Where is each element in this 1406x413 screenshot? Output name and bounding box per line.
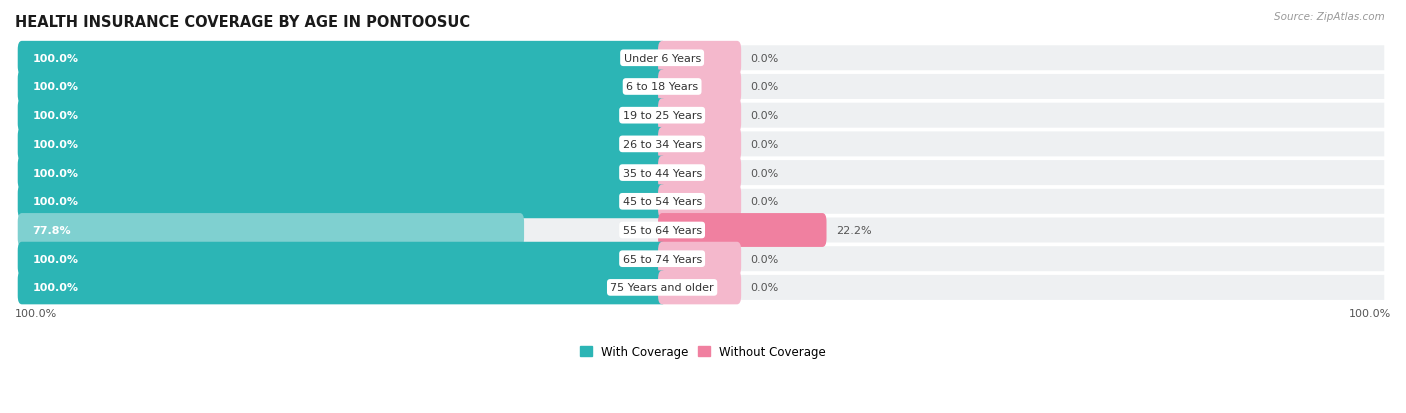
Text: 100.0%: 100.0% bbox=[32, 82, 79, 92]
FancyBboxPatch shape bbox=[658, 242, 741, 276]
Legend: With Coverage, Without Coverage: With Coverage, Without Coverage bbox=[575, 341, 831, 363]
Text: 26 to 34 Years: 26 to 34 Years bbox=[623, 140, 702, 150]
Text: 100.0%: 100.0% bbox=[32, 54, 79, 64]
Text: 0.0%: 0.0% bbox=[751, 197, 779, 207]
Text: 0.0%: 0.0% bbox=[751, 168, 779, 178]
FancyBboxPatch shape bbox=[658, 156, 741, 190]
Text: 55 to 64 Years: 55 to 64 Years bbox=[623, 225, 702, 235]
Text: 45 to 54 Years: 45 to 54 Years bbox=[623, 197, 702, 207]
Text: 35 to 44 Years: 35 to 44 Years bbox=[623, 168, 702, 178]
FancyBboxPatch shape bbox=[658, 185, 741, 219]
Text: 100.0%: 100.0% bbox=[32, 140, 79, 150]
Text: Under 6 Years: Under 6 Years bbox=[623, 54, 700, 64]
Text: 0.0%: 0.0% bbox=[751, 82, 779, 92]
FancyBboxPatch shape bbox=[21, 75, 1385, 100]
FancyBboxPatch shape bbox=[18, 185, 666, 219]
Text: 100.0%: 100.0% bbox=[32, 197, 79, 207]
FancyBboxPatch shape bbox=[18, 99, 666, 133]
Text: 65 to 74 Years: 65 to 74 Years bbox=[623, 254, 702, 264]
Text: 100.0%: 100.0% bbox=[32, 254, 79, 264]
FancyBboxPatch shape bbox=[18, 70, 666, 104]
FancyBboxPatch shape bbox=[658, 128, 741, 161]
FancyBboxPatch shape bbox=[18, 214, 524, 247]
Text: 100.0%: 100.0% bbox=[32, 168, 79, 178]
FancyBboxPatch shape bbox=[658, 99, 741, 133]
FancyBboxPatch shape bbox=[21, 218, 1385, 243]
FancyBboxPatch shape bbox=[21, 161, 1385, 185]
Text: 100.0%: 100.0% bbox=[1348, 309, 1391, 318]
FancyBboxPatch shape bbox=[21, 247, 1385, 271]
FancyBboxPatch shape bbox=[658, 214, 827, 247]
Text: 22.2%: 22.2% bbox=[837, 225, 872, 235]
Text: 6 to 18 Years: 6 to 18 Years bbox=[626, 82, 699, 92]
Text: 0.0%: 0.0% bbox=[751, 283, 779, 293]
FancyBboxPatch shape bbox=[18, 128, 666, 161]
FancyBboxPatch shape bbox=[658, 70, 741, 104]
FancyBboxPatch shape bbox=[21, 132, 1385, 157]
FancyBboxPatch shape bbox=[18, 42, 666, 76]
Text: 100.0%: 100.0% bbox=[15, 309, 58, 318]
FancyBboxPatch shape bbox=[658, 42, 741, 76]
FancyBboxPatch shape bbox=[658, 271, 741, 305]
FancyBboxPatch shape bbox=[21, 103, 1385, 128]
Text: 0.0%: 0.0% bbox=[751, 111, 779, 121]
FancyBboxPatch shape bbox=[21, 275, 1385, 300]
Text: HEALTH INSURANCE COVERAGE BY AGE IN PONTOOSUC: HEALTH INSURANCE COVERAGE BY AGE IN PONT… bbox=[15, 15, 470, 30]
Text: 0.0%: 0.0% bbox=[751, 254, 779, 264]
FancyBboxPatch shape bbox=[21, 46, 1385, 71]
Text: 100.0%: 100.0% bbox=[32, 111, 79, 121]
FancyBboxPatch shape bbox=[18, 156, 666, 190]
Text: 0.0%: 0.0% bbox=[751, 140, 779, 150]
Text: 19 to 25 Years: 19 to 25 Years bbox=[623, 111, 702, 121]
Text: 100.0%: 100.0% bbox=[32, 283, 79, 293]
FancyBboxPatch shape bbox=[21, 189, 1385, 214]
Text: 75 Years and older: 75 Years and older bbox=[610, 283, 714, 293]
Text: 77.8%: 77.8% bbox=[32, 225, 72, 235]
Text: Source: ZipAtlas.com: Source: ZipAtlas.com bbox=[1274, 12, 1385, 22]
Text: 0.0%: 0.0% bbox=[751, 54, 779, 64]
FancyBboxPatch shape bbox=[18, 242, 666, 276]
FancyBboxPatch shape bbox=[18, 271, 666, 305]
